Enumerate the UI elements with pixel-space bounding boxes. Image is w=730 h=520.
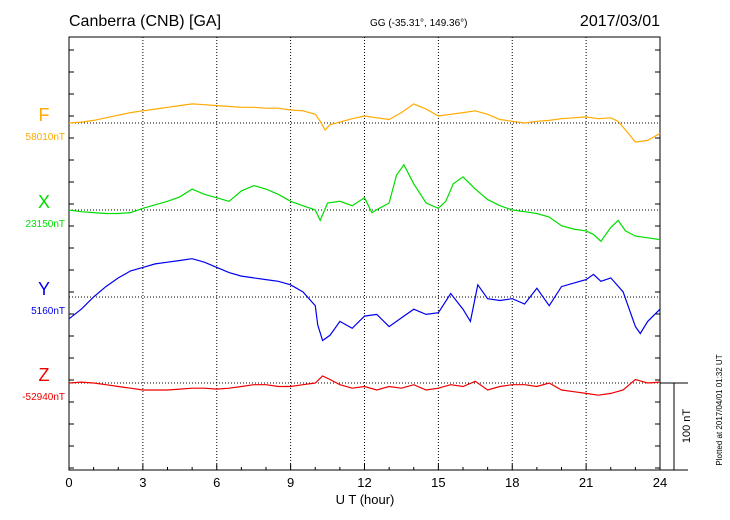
series-name-f: F [39,105,50,125]
x-tick-label: 3 [139,475,146,490]
chart-title: Canberra (CNB) [GA] [69,13,221,30]
series-name-z: Z [39,365,50,385]
series-line-x [68,163,661,243]
scale-bar: 100 nT [660,382,693,471]
x-tick-label: 18 [505,475,519,490]
x-tick-label: 0 [65,475,72,490]
series-baseline-label-z: -52940nT [22,392,65,403]
x-tick-label: 24 [653,475,667,490]
series-name-y: Y [38,279,50,299]
chart-date: 2017/03/01 [580,13,660,30]
x-tick-label: 6 [213,475,220,490]
x-axis-ticks: 0 3 6 9 12 15 18 21 24 [65,49,667,490]
series-baseline-label-f: 58010nT [26,132,65,143]
series-name-x: X [38,192,50,212]
x-axis-label: U T (hour) [336,492,395,507]
x-tick-label: 9 [287,475,294,490]
series-baseline-label-x: 23150nT [26,219,65,230]
chart-subtitle: GG (-35.31°, 149.36°) [370,18,468,29]
series-layer: F 58010nT X 23150nT Y 5160nT Z -52940nT [22,103,661,403]
x-tick-label: 21 [579,475,593,490]
series-line-z [68,375,661,396]
x-tick-label: 15 [431,475,445,490]
series-baseline-label-y: 5160nT [31,306,65,317]
plot-timestamp: Plotted at 2017/04/01 01:32 UT [715,354,724,465]
series-line-y [68,258,661,342]
series-line-f [68,103,661,143]
scale-bar-label: 100 nT [681,409,693,444]
grid-lines [142,37,587,470]
x-tick-label: 12 [357,475,371,490]
